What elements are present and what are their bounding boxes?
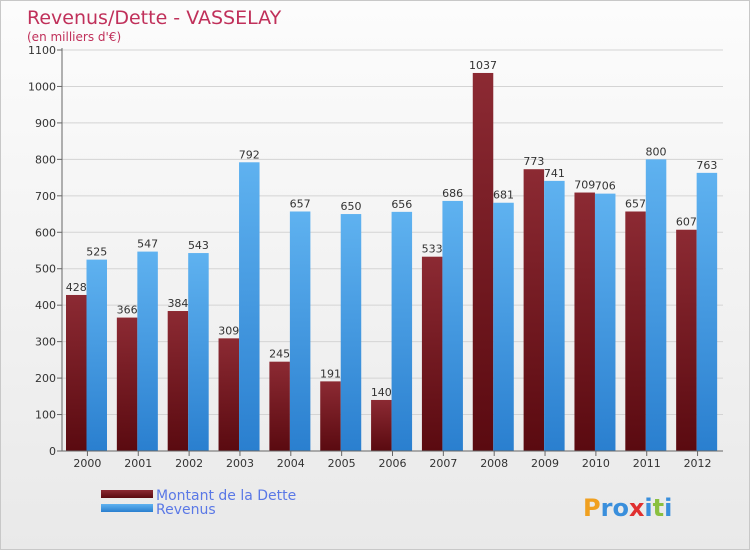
- x-tick-label: 2001: [124, 457, 152, 470]
- bar-debt-2005: [320, 381, 341, 451]
- y-axis: 0 100 200 300 400 500 600 700 800 900 1000 1100: [28, 44, 63, 458]
- data-label-debt-2011: 657: [625, 197, 646, 210]
- bar-revenus-2008: [493, 202, 514, 451]
- data-label-debt-2009: 773: [523, 155, 544, 168]
- x-tick-label: 2007: [429, 457, 457, 470]
- data-label-revenus-2006: 656: [391, 198, 412, 211]
- legend-label-debt: Montant de la Dette: [156, 488, 296, 504]
- bar-debt-2011: [625, 211, 646, 451]
- bar-debt-2007: [421, 256, 443, 451]
- data-label-debt-2006: 140: [371, 386, 392, 399]
- bars-group: 428 525 366 547 384 543 309 792 245 657 191 650 140 6…: [66, 59, 718, 452]
- bar-revenus-2002: [188, 253, 209, 451]
- bar-revenus-2006: [391, 211, 413, 451]
- x-tick-label: 2005: [328, 457, 356, 470]
- data-label-revenus-2002: 543: [188, 239, 209, 252]
- x-tick-label: 2010: [582, 457, 610, 470]
- data-label-debt-2012: 607: [676, 216, 697, 229]
- data-label-revenus-2004: 657: [290, 197, 311, 210]
- legend-label-revenus: Revenus: [156, 502, 216, 518]
- data-label-debt-2002: 384: [167, 297, 188, 310]
- bar-revenus-2000: [86, 259, 107, 451]
- data-label-debt-2004: 245: [269, 348, 290, 361]
- y-tick-label: 600: [35, 226, 56, 239]
- bar-debt-2012: [676, 229, 697, 451]
- logo-text: Proxiti: [583, 494, 672, 522]
- bar-revenus-2012: [696, 172, 718, 452]
- x-tick-label: 2011: [633, 457, 661, 470]
- y-tick-label: 300: [35, 336, 56, 349]
- proxiti-logo: Proxiti: [583, 494, 672, 522]
- bar-debt-2001: [116, 317, 138, 451]
- data-label-revenus-2010: 706: [595, 180, 616, 193]
- y-tick-label: 1000: [28, 80, 56, 93]
- y-tick-label: 800: [35, 153, 56, 166]
- bar-debt-2006: [371, 399, 392, 451]
- x-tick-label: 2002: [175, 457, 203, 470]
- data-label-revenus-2007: 686: [442, 187, 463, 200]
- bar-revenus-2001: [137, 251, 158, 451]
- y-tick-label: 1100: [28, 44, 56, 57]
- x-tick-label: 2009: [531, 457, 559, 470]
- bar-debt-2004: [269, 361, 290, 451]
- y-tick-label: 400: [35, 299, 56, 312]
- data-label-revenus-2003: 792: [239, 148, 260, 161]
- x-tick-label: 2000: [73, 457, 101, 470]
- legend-swatch-debt: [101, 490, 153, 498]
- data-label-revenus-2005: 650: [340, 200, 361, 213]
- data-label-revenus-2009: 741: [544, 167, 565, 180]
- bar-debt-2008: [472, 72, 494, 451]
- data-label-debt-2007: 533: [422, 243, 443, 256]
- bar-revenus-2003: [239, 162, 260, 451]
- y-tick-label: 700: [35, 190, 56, 203]
- bar-debt-2000: [66, 294, 87, 451]
- y-tick-label: 200: [35, 372, 56, 385]
- bar-debt-2002: [167, 311, 189, 451]
- bar-debt-2010: [574, 192, 595, 451]
- bar-debt-2003: [218, 338, 240, 451]
- chart-title: Revenus/Dette - VASSELAY: [27, 7, 282, 29]
- data-label-revenus-2008: 681: [493, 189, 514, 202]
- y-tick-label: 500: [35, 263, 56, 276]
- chart-subtitle: (en milliers d'€): [27, 30, 121, 44]
- bar-revenus-2010: [594, 193, 616, 451]
- data-label-revenus-2012: 763: [696, 159, 717, 172]
- legend-swatch-revenus: [101, 504, 153, 512]
- bar-revenus-2004: [289, 211, 311, 451]
- data-label-revenus-2000: 525: [86, 246, 107, 259]
- x-tick-label: 2012: [684, 457, 712, 470]
- data-label-debt-2010: 709: [574, 179, 595, 192]
- y-tick-label: 900: [35, 117, 56, 130]
- bar-revenus-2011: [645, 159, 667, 451]
- x-axis: 2000 2001 2002 2003 2004 2005 2006 2007 2008 2009…: [62, 450, 723, 470]
- data-label-debt-2001: 366: [117, 304, 138, 317]
- y-tick-label: 0: [49, 445, 56, 458]
- x-tick-label: 2006: [379, 457, 407, 470]
- data-label-revenus-2011: 800: [646, 145, 667, 158]
- x-tick-label: 2003: [226, 457, 254, 470]
- data-label-debt-2003: 309: [218, 324, 239, 337]
- x-tick-label: 2004: [277, 457, 305, 470]
- bar-revenus-2005: [340, 214, 362, 451]
- x-tick-label: 2008: [480, 457, 508, 470]
- data-label-debt-2000: 428: [66, 281, 87, 294]
- y-tick-label: 100: [35, 409, 56, 422]
- data-label-debt-2005: 191: [320, 367, 341, 380]
- data-label-revenus-2001: 547: [137, 238, 158, 251]
- bar-revenus-2009: [544, 180, 565, 451]
- bar-revenus-2007: [442, 200, 463, 451]
- bar-debt-2009: [523, 169, 545, 451]
- legend: Montant de la Dette Revenus: [101, 488, 296, 518]
- data-label-debt-2008: 1037: [469, 59, 497, 72]
